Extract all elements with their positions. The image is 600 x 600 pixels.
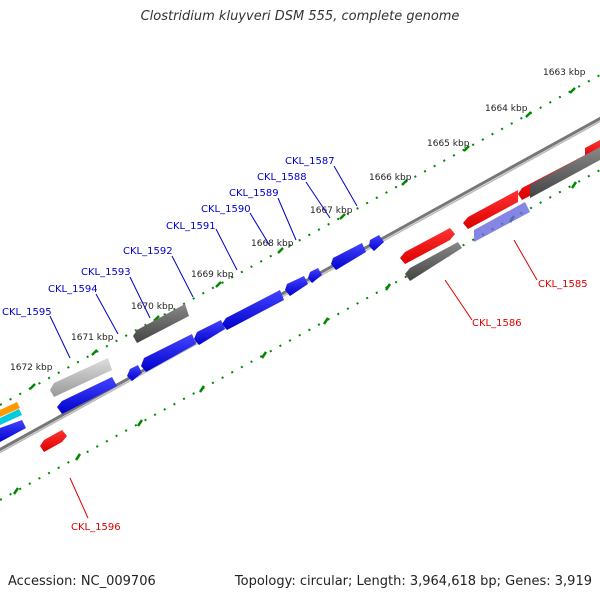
scale-label-1670: 1670 kbp: [131, 302, 174, 312]
label-ckl-1587: CKL_1587: [285, 156, 335, 167]
accession-text: Accession: NC_009706: [8, 574, 156, 589]
label-ckl-1586: CKL_1586: [472, 318, 522, 329]
label-ckl-1588: CKL_1588: [257, 172, 307, 183]
label-ckl-1592: CKL_1592: [123, 246, 173, 257]
gene-ckl-1594[interactable]: [127, 365, 142, 381]
scale-label-1663: 1663 kbp: [543, 68, 586, 78]
gene-ckl-1593[interactable]: [141, 334, 196, 372]
scale-label-1669: 1669 kbp: [191, 270, 234, 280]
gene-red-mid[interactable]: [400, 228, 455, 264]
forward-strand-genes: [0, 235, 384, 442]
gene-ckl-1595[interactable]: [57, 377, 117, 414]
label-ckl-1596: CKL_1596: [71, 522, 121, 533]
gene-ckl-1591[interactable]: [222, 290, 284, 330]
scale-label-1668: 1668 kbp: [251, 239, 294, 249]
gene-ckl-1596[interactable]: [40, 430, 67, 452]
gene-overlap-region[interactable]: [474, 202, 530, 242]
label-ckl-1591: CKL_1591: [166, 221, 216, 232]
gene-orange-edge[interactable]: [0, 402, 20, 417]
scale-label-1666: 1666 kbp: [369, 173, 412, 183]
label-ckl-1585: CKL_1585: [538, 279, 588, 290]
label-ckl-1593: CKL_1593: [81, 267, 131, 278]
gene-ckl-1592[interactable]: [194, 320, 225, 345]
gene-ckl-1586[interactable]: [405, 242, 462, 281]
gene-ckl-1589[interactable]: [308, 268, 322, 283]
map-title: Clostridium kluyveri DSM 555, complete g…: [140, 9, 460, 24]
label-ckl-1594: CKL_1594: [48, 284, 98, 295]
scale-label-1665: 1665 kbp: [427, 139, 470, 149]
scale-label-1672: 1672 kbp: [10, 363, 53, 373]
gene-ckl-1585-b[interactable]: [463, 190, 518, 229]
genome-stats-text: Topology: circular; Length: 3,964,618 bp…: [234, 574, 592, 589]
inner-tick-track: [0, 169, 600, 501]
label-leaders-forward: [49, 165, 358, 359]
gene-gray-right[interactable]: [530, 147, 600, 198]
gene-ckl-1590[interactable]: [285, 276, 308, 296]
label-ckl-1589: CKL_1589: [229, 188, 279, 199]
reverse-strand-genes: [40, 140, 600, 452]
scale-label-1664: 1664 kbp: [485, 104, 528, 114]
label-ckl-1595: CKL_1595: [2, 307, 52, 318]
label-leaders-reverse: [69, 239, 538, 519]
scale-label-1671: 1671 kbp: [71, 333, 114, 343]
gene-ckl-1588[interactable]: [331, 243, 366, 270]
label-ckl-1590: CKL_1590: [201, 204, 251, 215]
scale-label-1667: 1667 kbp: [310, 206, 353, 216]
outer-tick-track: [0, 74, 600, 406]
gene-blue-edge[interactable]: [0, 420, 26, 442]
gene-cyan-edge[interactable]: [0, 409, 22, 425]
outer-major-ticks: [29, 87, 576, 390]
gene-gray-left[interactable]: [133, 304, 189, 343]
gene-ckl-1587[interactable]: [369, 235, 384, 251]
pseudo-genes: [50, 147, 600, 397]
gene-rna-left[interactable]: [50, 358, 112, 397]
